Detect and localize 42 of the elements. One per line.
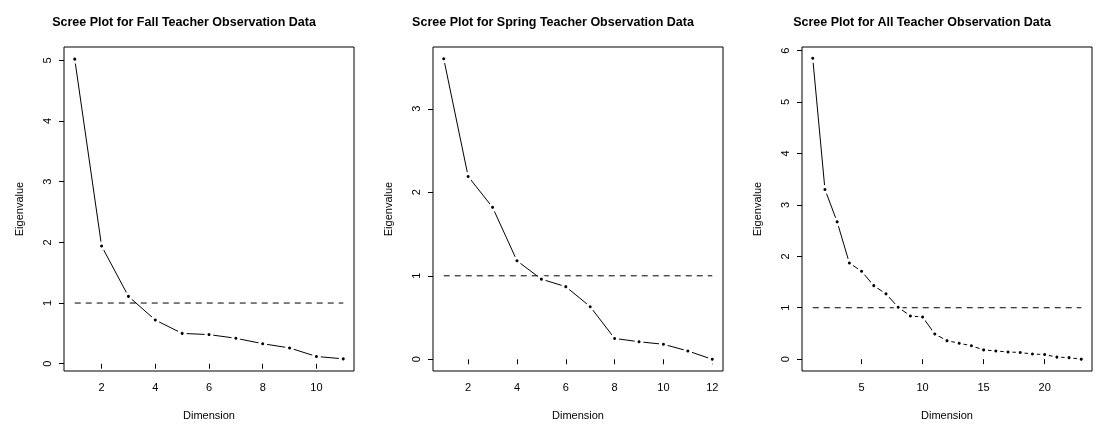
x-tick-label: 20 xyxy=(1038,380,1051,393)
y-axis-title: Eigenvalue xyxy=(750,181,763,237)
y-tick-label: 3 xyxy=(778,201,791,208)
x-tick-label: 10 xyxy=(916,380,929,393)
x-tick-label: 6 xyxy=(205,380,213,393)
x-tick-label: 12 xyxy=(706,380,719,393)
x-axis-title: Dimension xyxy=(183,408,235,421)
chart-title: Scree Plot for All Teacher Observation Data xyxy=(793,14,1052,29)
x-tick-label: 8 xyxy=(611,380,618,393)
chart-title: Scree Plot for Spring Teacher Observation Data xyxy=(412,14,695,29)
y-axis-title: Eigenvalue xyxy=(381,181,394,237)
y-tick-label: 1 xyxy=(40,299,53,307)
x-axis-title: Dimension xyxy=(921,408,973,421)
x-tick-label: 6 xyxy=(562,380,569,393)
y-tick-label: 2 xyxy=(778,253,791,260)
x-tick-label: 2 xyxy=(465,380,472,393)
y-tick-label: 0 xyxy=(409,356,422,363)
x-tick-label: 10 xyxy=(657,380,670,393)
x-tick-label: 2 xyxy=(98,380,105,393)
y-tick-label: 4 xyxy=(778,150,791,157)
y-tick-label: 5 xyxy=(40,57,53,64)
y-tick-label: 1 xyxy=(409,272,422,279)
x-tick-label: 15 xyxy=(977,380,990,393)
y-tick-label: 2 xyxy=(40,239,53,246)
y-tick-label: 2 xyxy=(409,189,422,196)
x-tick-label: 4 xyxy=(152,380,159,393)
y-tick-label: 5 xyxy=(778,98,791,106)
chart-title: Scree Plot for Fall Teacher Observation Data xyxy=(52,14,317,29)
y-tick-label: 0 xyxy=(778,356,791,363)
y-tick-label: 4 xyxy=(40,117,53,125)
point xyxy=(893,302,903,312)
x-axis-title: Dimension xyxy=(552,408,604,421)
y-tick-label: 6 xyxy=(778,47,791,54)
x-tick-label: 8 xyxy=(259,380,266,393)
y-axis-title: Eigenvalue xyxy=(12,181,25,237)
x-tick-label: 5 xyxy=(858,380,865,393)
x-tick-label: 4 xyxy=(513,380,521,393)
y-tick-label: 1 xyxy=(778,304,791,311)
y-tick-label: 0 xyxy=(40,360,53,367)
x-tick-label: 10 xyxy=(310,380,323,393)
y-tick-label: 3 xyxy=(409,105,422,112)
y-tick-label: 3 xyxy=(40,178,53,185)
